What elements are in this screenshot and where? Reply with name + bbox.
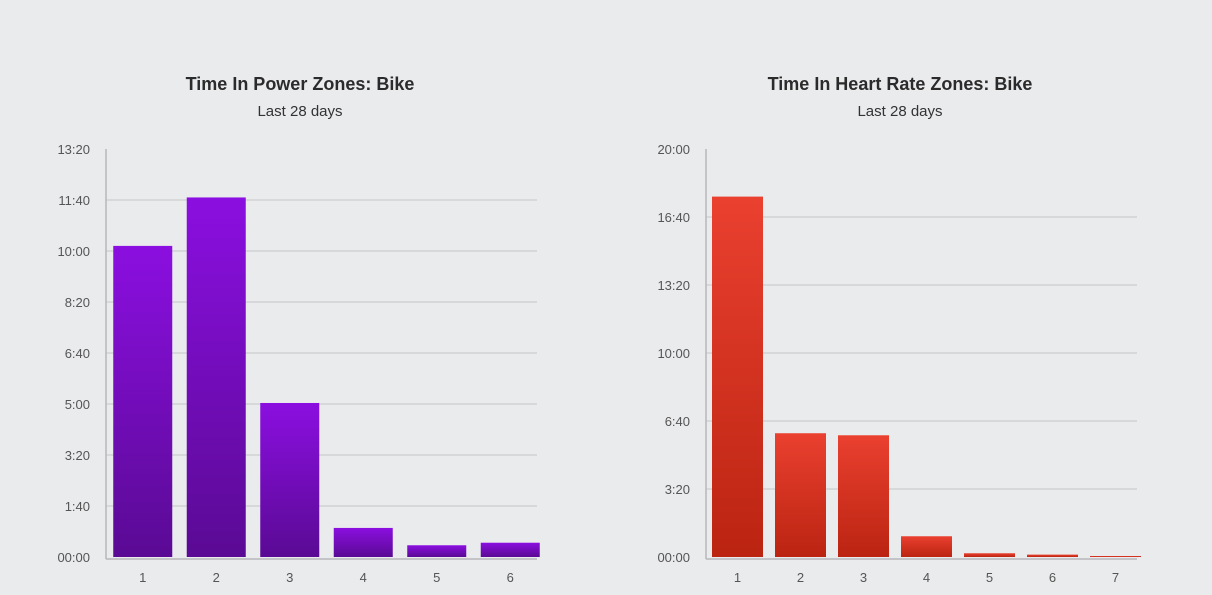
y-tick-label: 10:00 (57, 244, 90, 259)
x-tick-label: 7 (1112, 570, 1119, 585)
bar-zone-4[interactable] (901, 536, 952, 557)
y-tick-label: 6:40 (665, 414, 690, 429)
bar-zone-5[interactable] (407, 545, 467, 557)
x-tick-label: 2 (213, 570, 220, 585)
bar-zone-5[interactable] (964, 553, 1015, 557)
x-tick-label: 6 (507, 570, 514, 585)
y-tick-label: 16:40 (657, 210, 690, 225)
y-tick-label: 11:40 (58, 193, 90, 208)
y-tick-label: 10:00 (657, 346, 690, 361)
bar-zone-3[interactable] (260, 402, 320, 557)
x-tick-label: 3 (860, 570, 867, 585)
power-zones-chart: Time In Power Zones: Bike Last 28 days 0… (0, 0, 600, 595)
x-tick-label: 4 (923, 570, 930, 585)
heart-rate-zones-chart: Time In Heart Rate Zones: Bike Last 28 d… (600, 0, 1200, 595)
bar-zone-7[interactable] (1090, 556, 1141, 557)
x-tick-label: 4 (360, 570, 367, 585)
x-tick-label: 1 (734, 570, 741, 585)
x-tick-label: 1 (139, 570, 146, 585)
x-tick-label: 5 (986, 570, 993, 585)
y-tick-label: 3:20 (65, 448, 90, 463)
y-tick-label: 1:40 (65, 499, 90, 514)
y-tick-label: 00:00 (57, 550, 90, 565)
chart-title: Time In Power Zones: Bike (185, 74, 415, 94)
heart-rate-zones-plot: 00:00 3:20 6:40 10:00 13:20 16:40 20:00 1 2 3 4 5 6 7 (657, 142, 1141, 585)
chart-subtitle: Last 28 days (857, 103, 943, 120)
x-tick-label: 6 (1049, 570, 1056, 585)
bar-zone-2[interactable] (186, 197, 246, 557)
y-tick-label: 20:00 (657, 142, 690, 157)
bar-zone-1[interactable] (113, 245, 173, 557)
y-tick-label: 13:20 (57, 142, 90, 157)
chart-title: Time In Heart Rate Zones: Bike (767, 74, 1033, 94)
y-tick-label: 00:00 (657, 550, 690, 565)
y-tick-label: 6:40 (65, 346, 90, 361)
y-tick-label: 8:20 (65, 295, 90, 310)
y-tick-label: 5:00 (65, 397, 90, 412)
bar-zone-2[interactable] (775, 433, 826, 557)
x-tick-label: 2 (797, 570, 804, 585)
bar-zone-1[interactable] (712, 196, 763, 557)
chart-subtitle: Last 28 days (257, 103, 343, 120)
bar-zone-6[interactable] (480, 542, 540, 557)
power-zones-plot: 00:00 1:40 3:20 5:00 6:40 8:20 10:00 11:40 13:20… (57, 142, 540, 585)
x-tick-label: 5 (433, 570, 440, 585)
y-tick-label: 3:20 (665, 482, 690, 497)
x-tick-label: 3 (286, 570, 293, 585)
y-tick-label: 13:20 (657, 278, 690, 293)
bar-zone-4[interactable] (333, 527, 393, 557)
bar-zone-6[interactable] (1027, 554, 1078, 557)
bar-zone-3[interactable] (838, 435, 889, 557)
